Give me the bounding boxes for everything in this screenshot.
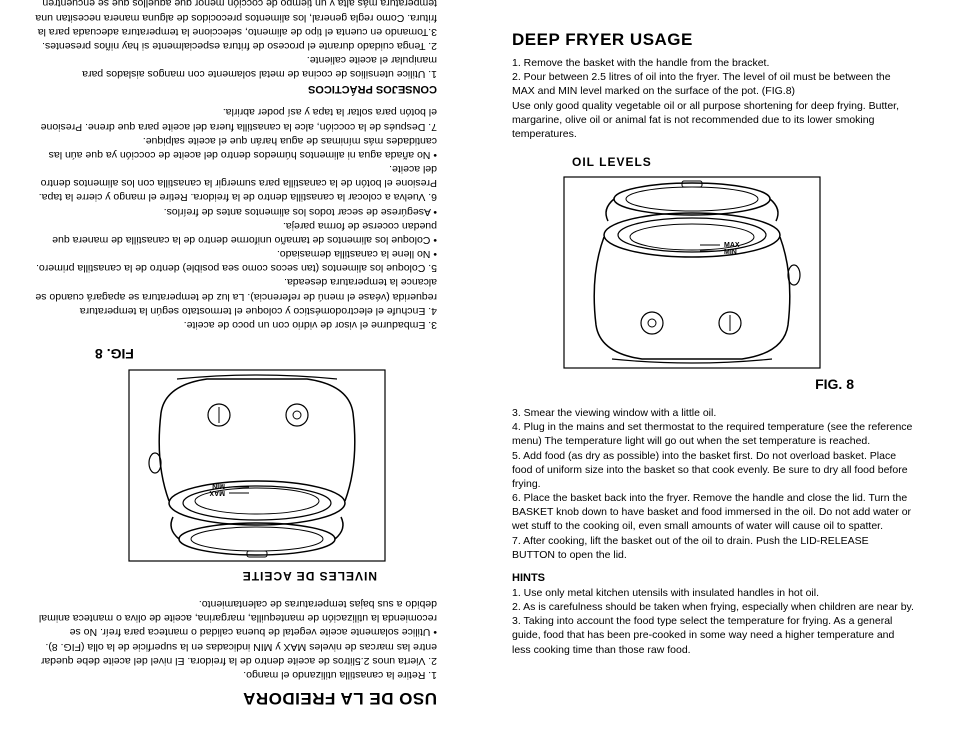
svg-text:MIN: MIN — [212, 482, 225, 489]
figure-block-en: OIL LEVELS MAX MIN — [512, 155, 914, 392]
heading-es: USO DE LA FREIDORA — [35, 688, 437, 708]
step5-es: 5. Coloque los alimentos (tan secos como… — [35, 261, 437, 275]
step4-en: 4. Plug in the mains and set thermostat … — [512, 420, 914, 448]
step6b1-es: • No añada agua ni alimentos húmedos den… — [35, 134, 437, 162]
left-page-spanish: USO DE LA FREIDORA 1. Retire la canastil… — [0, 0, 477, 738]
fryer-diagram-es: MAX MIN — [127, 368, 387, 563]
svg-text:MIN: MIN — [724, 249, 737, 256]
fig-label-es: FIG. 8 — [95, 346, 437, 362]
fryer-diagram-en: MAX MIN — [562, 175, 822, 370]
step5b3-es: • Asegúrese de secar todos los alimentos… — [35, 204, 437, 218]
step5b2-es: • Coloque los alimentos de tamaño unifor… — [35, 219, 437, 247]
body-en: 1. Remove the basket with the handle fro… — [512, 56, 914, 141]
step4-es: 4. Enchufe el electrodoméstico y coloque… — [35, 275, 437, 318]
body-es-2: 3. Embadurne el visor de vidrio con un p… — [35, 105, 437, 332]
hint1-en: 1. Use only metal kitchen utensils with … — [512, 586, 914, 600]
hint1-es: 1. Utilice utensilios de cocina de metal… — [35, 53, 437, 81]
step5-en: 5. Add food (as dry as possible) into th… — [512, 449, 914, 492]
fig-caption-en: OIL LEVELS — [572, 155, 914, 169]
step5b1-es: • No llene la canastilla demasiado. — [35, 247, 437, 261]
step2-es: 2. Vierta unos 2.5litros de aceite dentr… — [35, 639, 437, 667]
step1-es: 1. Retire la canastilla utilizando el ma… — [35, 668, 437, 682]
step6-es: 6. Vuelva a colocar la canastilla dentro… — [35, 162, 437, 205]
hint2-es: 2. Tenga cuidado durante el proceso de f… — [35, 39, 437, 53]
hints-body-en: 1. Use only metal kitchen utensils with … — [512, 586, 914, 657]
fig-label-en: FIG. 8 — [512, 376, 854, 392]
step3-es: 3. Embadurne el visor de vidrio con un p… — [35, 318, 437, 332]
step2b-en: Use only good quality vegetable oil or a… — [512, 99, 914, 142]
hint2-en: 2. As is carefulness should be taken whe… — [512, 600, 914, 614]
body-en-2: 3. Smear the viewing window with a littl… — [512, 406, 914, 562]
svg-text:MAX: MAX — [209, 489, 225, 496]
hints-heading-en: HINTS — [512, 572, 914, 584]
hint3-en: 3. Taking into account the food type sel… — [512, 614, 914, 657]
svg-text:MAX: MAX — [724, 242, 740, 249]
fig-caption-es: NIVELES DE ACEITE — [35, 569, 377, 583]
hints-body-es: 1. Utilice utensilios de cocina de metal… — [35, 0, 437, 81]
step7-es: 7. Después de la cocción, alce la canast… — [35, 105, 437, 133]
step2-en: 2. Pour between 2.5 litres of oil into t… — [512, 70, 914, 98]
hint3-es: 3.Tomando en cuenta el tipo de alimento,… — [35, 0, 437, 39]
step2b-es: • Utilice solamente aceite vegetal de bu… — [35, 597, 437, 640]
figure-block-es: NIVELES DE ACEITE MAX MIN — [35, 346, 437, 583]
page-container: USO DE LA FREIDORA 1. Retire la canastil… — [0, 0, 954, 738]
step6-en: 6. Place the basket back into the fryer.… — [512, 491, 914, 534]
body-es: 1. Retire la canastilla utilizando el ma… — [35, 597, 437, 682]
step3-en: 3. Smear the viewing window with a littl… — [512, 406, 914, 420]
step1-en: 1. Remove the basket with the handle fro… — [512, 56, 914, 70]
hints-heading-es: CONSEJOS PRÁCTICOS — [35, 83, 437, 95]
heading-en: DEEP FRYER USAGE — [512, 30, 914, 50]
step7-en: 7. After cooking, lift the basket out of… — [512, 534, 914, 562]
right-page-english: DEEP FRYER USAGE 1. Remove the basket wi… — [477, 0, 954, 738]
